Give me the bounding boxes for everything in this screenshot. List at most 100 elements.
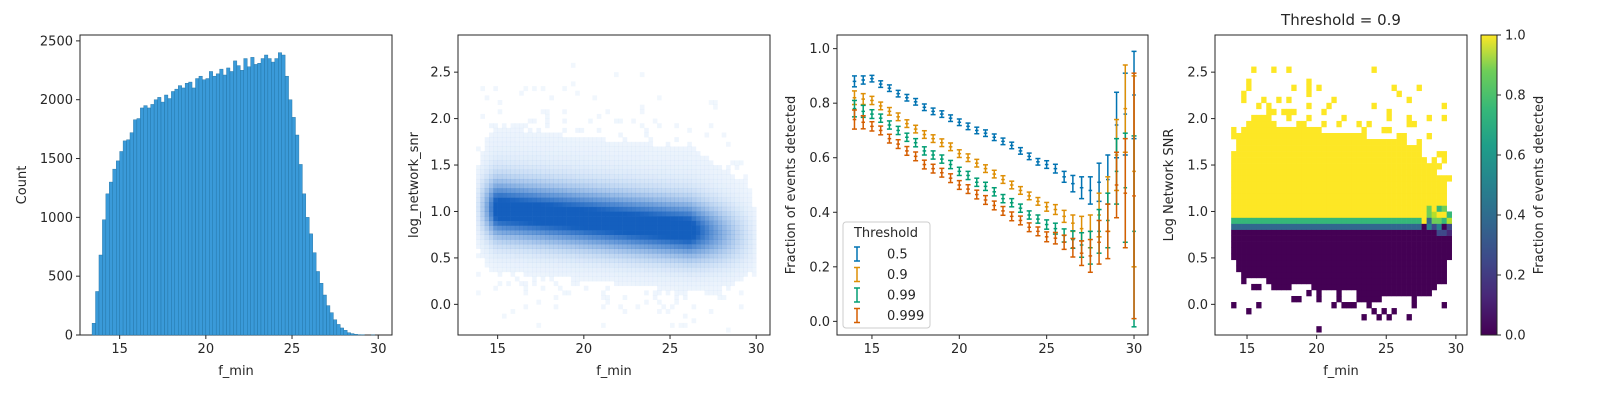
histogram-bar [220, 69, 223, 335]
threshold-cell [1261, 236, 1266, 242]
density-cell [575, 146, 580, 151]
density-cell [631, 216, 636, 221]
density-cell [567, 221, 572, 226]
density-cell [683, 211, 688, 216]
density-cell [554, 235, 559, 240]
density-cell [717, 165, 722, 170]
threshold-cell [1306, 139, 1311, 145]
density-cell [562, 160, 567, 165]
density-cell [726, 239, 731, 244]
threshold-cell [1392, 242, 1397, 248]
density-cell [709, 235, 714, 240]
density-cell [722, 216, 727, 221]
density-cell [670, 267, 675, 272]
density-cell [704, 286, 709, 291]
threshold-cell [1311, 230, 1316, 236]
threshold-cell [1377, 169, 1382, 175]
y-axis-label: Count [15, 166, 30, 205]
density-cell [644, 216, 649, 221]
density-cell [748, 267, 753, 272]
density-cell [571, 63, 576, 68]
density-cell [683, 174, 688, 179]
density-cell [554, 198, 559, 203]
density-cell [554, 211, 559, 216]
x-axis-label: f_min [218, 364, 254, 379]
density-cell [692, 170, 697, 175]
density-cell [687, 128, 692, 133]
threshold-cell [1316, 296, 1321, 302]
density-cell [713, 179, 718, 184]
density-cell [752, 263, 757, 268]
density-cell [519, 151, 524, 156]
threshold-cell [1271, 181, 1276, 187]
threshold-cell [1321, 169, 1326, 175]
density-cell [545, 179, 550, 184]
threshold-cell [1427, 254, 1432, 260]
density-cell [601, 249, 606, 254]
threshold-cell [1241, 199, 1246, 205]
density-cell [644, 160, 649, 165]
density-cell [717, 225, 722, 230]
threshold-cell [1377, 163, 1382, 169]
density-cell [549, 174, 554, 179]
density-cell [506, 244, 511, 249]
threshold-cell [1387, 145, 1392, 151]
colorbar-tick-label: 1.0 [1505, 29, 1526, 44]
density-cell [597, 239, 602, 244]
density-cell [666, 156, 671, 161]
density-cell [498, 235, 503, 240]
density-cell [631, 221, 636, 226]
density-cell [722, 258, 727, 263]
threshold-cell [1276, 260, 1281, 266]
threshold-cell [1266, 115, 1271, 121]
threshold-cell [1251, 205, 1256, 211]
density-cell [575, 165, 580, 170]
histogram-bar [213, 76, 216, 335]
threshold-cell [1412, 284, 1417, 290]
threshold-cell [1447, 175, 1452, 181]
density-cell [679, 239, 684, 244]
density-cell [519, 165, 524, 170]
density-cell [528, 193, 533, 198]
histogram-bar [278, 53, 281, 335]
histogram-bar [113, 169, 116, 335]
density-cell [485, 221, 490, 226]
density-cell [588, 193, 593, 198]
density-cell [631, 142, 636, 147]
threshold-cell [1326, 193, 1331, 199]
density-cell [493, 202, 498, 207]
threshold-cell [1321, 230, 1326, 236]
density-cell [692, 263, 697, 268]
histogram-bar [330, 313, 333, 335]
threshold-cell [1336, 236, 1341, 242]
density-cell [571, 81, 576, 86]
density-cell [730, 198, 735, 203]
density-cell [679, 202, 684, 207]
threshold-cell [1382, 284, 1387, 290]
density-cell [666, 221, 671, 226]
threshold-cell [1266, 157, 1271, 163]
threshold-cell [1346, 248, 1351, 254]
threshold-cell [1296, 266, 1301, 272]
density-cell [735, 207, 740, 212]
threshold-cell [1291, 163, 1296, 169]
threshold-cell [1397, 272, 1402, 278]
density-cell [506, 211, 511, 216]
density-cell [536, 160, 541, 165]
density-cell [519, 142, 524, 147]
threshold-cell [1336, 133, 1341, 139]
density-cell [528, 198, 533, 203]
density-cell [726, 328, 731, 333]
density-cell [661, 146, 666, 151]
threshold-cell [1311, 139, 1316, 145]
density-cell [618, 216, 623, 221]
threshold-cell [1231, 236, 1236, 242]
density-cell [709, 239, 714, 244]
density-cell [692, 281, 697, 286]
y-tick-label: 2.5 [430, 66, 451, 81]
density-cell [696, 179, 701, 184]
density-cell [661, 165, 666, 170]
threshold-cell [1256, 133, 1261, 139]
threshold-cell [1356, 272, 1361, 278]
